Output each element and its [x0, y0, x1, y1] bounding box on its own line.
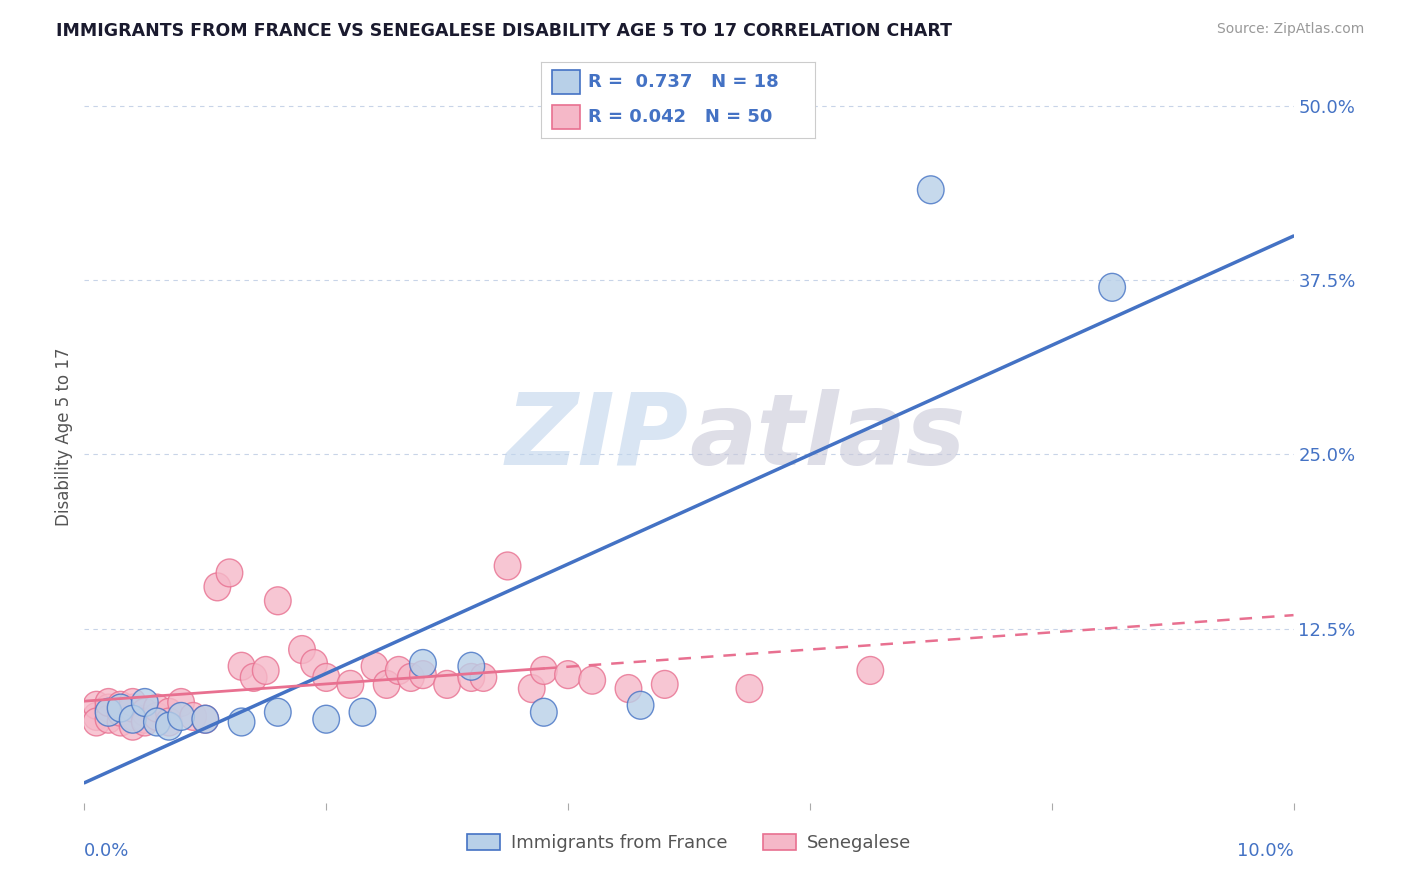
Ellipse shape	[264, 587, 291, 615]
Text: atlas: atlas	[689, 389, 966, 485]
Ellipse shape	[737, 674, 762, 703]
Ellipse shape	[228, 708, 254, 736]
Ellipse shape	[530, 698, 557, 726]
Ellipse shape	[96, 694, 122, 722]
Ellipse shape	[1099, 273, 1125, 301]
Ellipse shape	[193, 706, 218, 733]
Ellipse shape	[228, 652, 254, 681]
Text: R = 0.042   N = 50: R = 0.042 N = 50	[588, 108, 772, 126]
Ellipse shape	[132, 689, 157, 716]
Ellipse shape	[374, 671, 399, 698]
Ellipse shape	[107, 694, 134, 722]
Ellipse shape	[107, 698, 134, 726]
Ellipse shape	[107, 691, 134, 719]
Ellipse shape	[193, 706, 218, 733]
Ellipse shape	[120, 706, 146, 733]
Ellipse shape	[555, 661, 581, 689]
Ellipse shape	[301, 649, 328, 677]
Ellipse shape	[240, 664, 267, 691]
Ellipse shape	[143, 708, 170, 736]
Ellipse shape	[398, 664, 425, 691]
Ellipse shape	[530, 657, 557, 684]
Ellipse shape	[458, 652, 485, 681]
Ellipse shape	[96, 689, 122, 716]
Ellipse shape	[361, 652, 388, 681]
Ellipse shape	[156, 712, 183, 740]
Ellipse shape	[83, 691, 110, 719]
Ellipse shape	[616, 674, 641, 703]
Ellipse shape	[288, 636, 315, 664]
Ellipse shape	[264, 698, 291, 726]
Ellipse shape	[495, 552, 520, 580]
Ellipse shape	[651, 671, 678, 698]
Ellipse shape	[156, 698, 183, 726]
Ellipse shape	[627, 691, 654, 719]
Ellipse shape	[314, 664, 339, 691]
Ellipse shape	[167, 689, 194, 716]
Ellipse shape	[143, 694, 170, 722]
FancyBboxPatch shape	[553, 70, 579, 95]
Text: IMMIGRANTS FROM FRANCE VS SENEGALESE DISABILITY AGE 5 TO 17 CORRELATION CHART: IMMIGRANTS FROM FRANCE VS SENEGALESE DIS…	[56, 22, 952, 40]
Ellipse shape	[409, 649, 436, 677]
Ellipse shape	[132, 708, 157, 736]
Ellipse shape	[434, 671, 460, 698]
Ellipse shape	[204, 573, 231, 601]
Ellipse shape	[858, 657, 883, 684]
Ellipse shape	[217, 559, 243, 587]
Ellipse shape	[458, 664, 485, 691]
Ellipse shape	[120, 703, 146, 731]
Ellipse shape	[167, 703, 194, 731]
Ellipse shape	[337, 671, 364, 698]
Ellipse shape	[143, 703, 170, 731]
Text: Source: ZipAtlas.com: Source: ZipAtlas.com	[1216, 22, 1364, 37]
Ellipse shape	[83, 708, 110, 736]
Ellipse shape	[156, 708, 183, 736]
Ellipse shape	[385, 657, 412, 684]
Ellipse shape	[180, 703, 207, 731]
Y-axis label: Disability Age 5 to 17: Disability Age 5 to 17	[55, 348, 73, 526]
Legend: Immigrants from France, Senegalese: Immigrants from France, Senegalese	[460, 827, 918, 860]
Ellipse shape	[253, 657, 278, 684]
Ellipse shape	[132, 698, 157, 726]
Ellipse shape	[918, 176, 943, 203]
Ellipse shape	[96, 698, 122, 726]
Ellipse shape	[314, 706, 339, 733]
Ellipse shape	[107, 708, 134, 736]
Text: 0.0%: 0.0%	[84, 842, 129, 860]
FancyBboxPatch shape	[553, 105, 579, 129]
Text: 10.0%: 10.0%	[1237, 842, 1294, 860]
Ellipse shape	[349, 698, 375, 726]
Ellipse shape	[579, 666, 606, 694]
Ellipse shape	[83, 703, 110, 731]
Ellipse shape	[132, 706, 157, 733]
Ellipse shape	[409, 661, 436, 689]
Ellipse shape	[120, 689, 146, 716]
Text: ZIP: ZIP	[506, 389, 689, 485]
Ellipse shape	[120, 712, 146, 740]
Ellipse shape	[120, 694, 146, 722]
Text: R =  0.737   N = 18: R = 0.737 N = 18	[588, 73, 779, 91]
Ellipse shape	[96, 706, 122, 733]
Ellipse shape	[519, 674, 546, 703]
Ellipse shape	[470, 664, 496, 691]
